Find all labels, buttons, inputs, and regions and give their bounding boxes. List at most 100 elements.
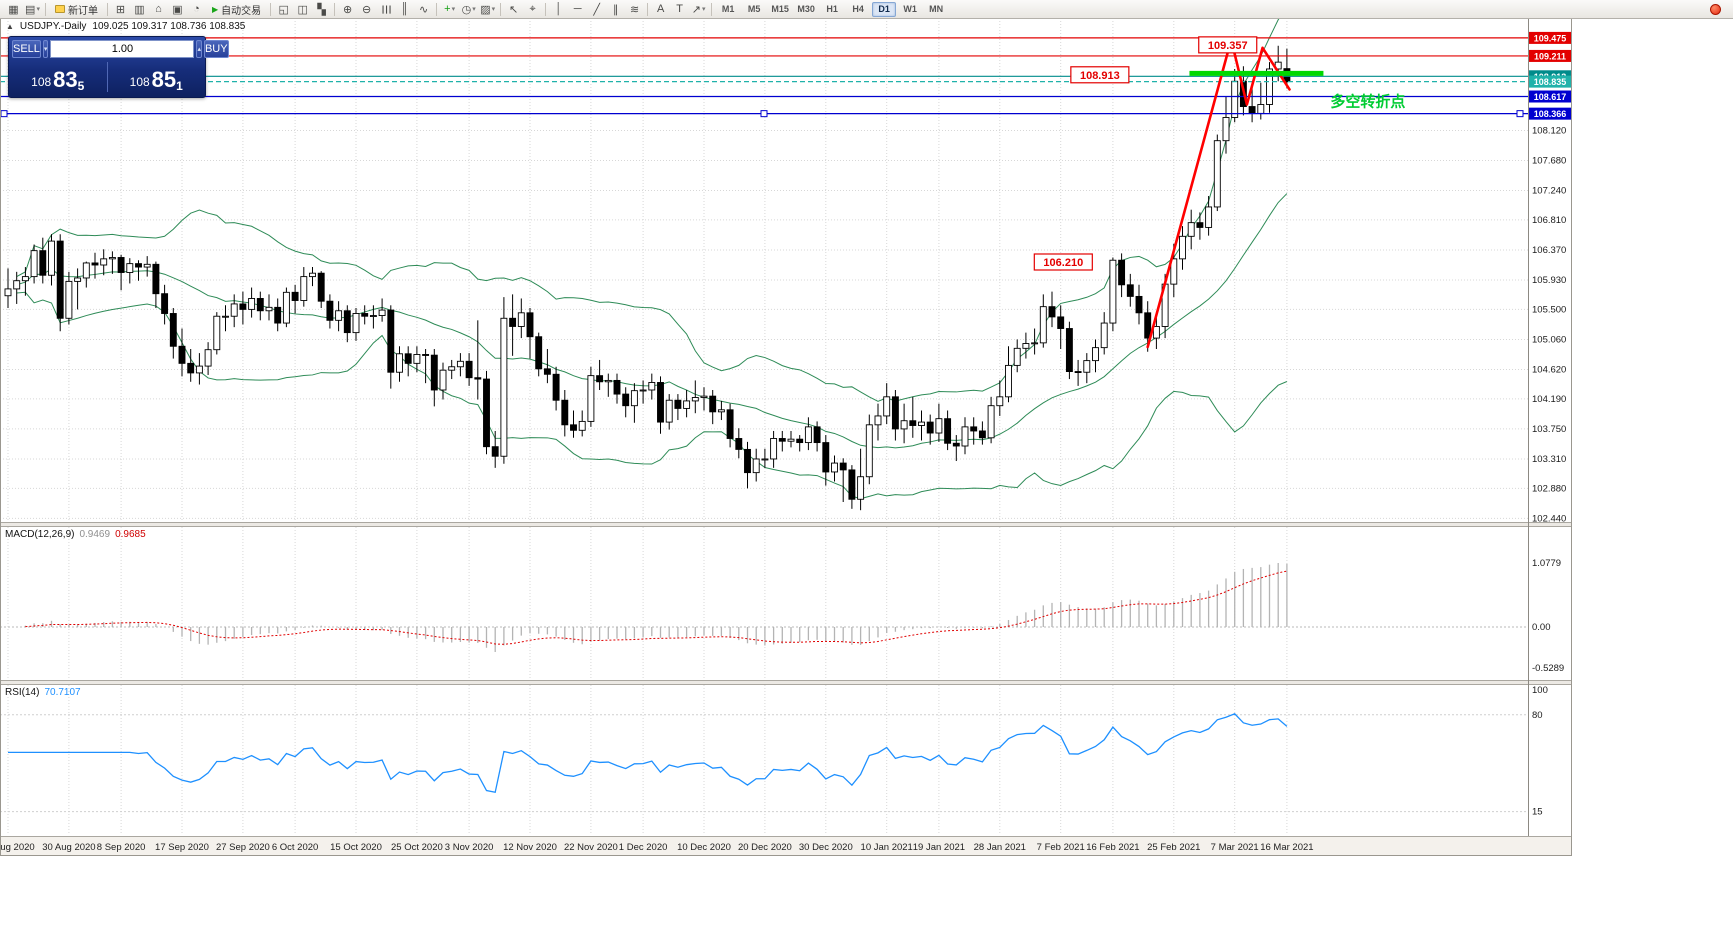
macd-name: MACD(12,26,9) — [5, 529, 75, 540]
date-tick: 10 Jan 2021 — [861, 842, 913, 853]
price-marker-108.835 — [1529, 75, 1571, 88]
fibonacci-icon[interactable]: ≋ — [630, 3, 640, 16]
hline-108.366[interactable]: 108.366 — [0, 107, 1571, 120]
bar-chart-icon[interactable]: ☰ — [379, 4, 392, 14]
indicators-icon[interactable]: + ▾ — [444, 3, 456, 15]
sell-price[interactable]: 108 83 5 — [9, 59, 107, 95]
templates-icon[interactable]: ▨ ▾ — [480, 3, 496, 16]
navigator-icon[interactable]: ⌂ — [155, 3, 162, 15]
cursor-icon[interactable]: ↖ — [509, 3, 519, 16]
rsi-axis-label: 100 — [1532, 685, 1548, 696]
channel-icon[interactable]: ∥ — [612, 3, 619, 16]
rsi-name: RSI(14) — [5, 687, 40, 698]
market-watch-icon[interactable]: ⊞ — [115, 3, 126, 16]
price-tick: 105.060 — [1532, 334, 1566, 345]
pane-splitter[interactable] — [0, 680, 1572, 686]
line-handle — [760, 110, 768, 118]
timeframe-d1[interactable]: D1 — [872, 1, 897, 17]
svg-text:109.475: 109.475 — [1534, 33, 1567, 43]
hline-108.913[interactable]: 108.913 — [0, 70, 1571, 83]
price-tick: 107.680 — [1532, 156, 1566, 167]
text-label-icon[interactable]: T — [676, 3, 684, 15]
cascade-windows-icon[interactable]: ◱ — [278, 3, 289, 16]
chart-label-108.913[interactable]: 108.913 — [1070, 66, 1130, 84]
hline-109.475[interactable]: 109.475 — [0, 31, 1571, 44]
candlestick-chart-icon[interactable]: ║ — [400, 3, 409, 15]
data-window-icon[interactable]: ▥ — [134, 3, 145, 16]
price-tick: 104.190 — [1532, 394, 1566, 405]
svg-text:108.617: 108.617 — [1534, 92, 1567, 102]
line-chart-icon[interactable]: ∿ — [419, 3, 429, 16]
toolbar-separator — [107, 2, 108, 16]
profiles-icon[interactable]: ▤ ▾ — [25, 3, 40, 16]
turning-point-note[interactable]: 多空转折点 — [1330, 92, 1405, 110]
date-tick: 8 Sep 2020 — [97, 842, 146, 853]
bollinger-middle — [16, 193, 1288, 449]
price-tick: 106.370 — [1532, 245, 1566, 256]
macd-indicator-label: MACD(12,26,9) 0.9469 0.9685 — [5, 529, 146, 540]
horizontal-line-icon[interactable]: ─ — [573, 3, 582, 15]
timeframe-m1[interactable]: M1 — [721, 4, 735, 14]
zoom-out-icon[interactable]: ⊖ — [362, 3, 372, 16]
autotrading-button-icon: ▶ — [212, 4, 219, 14]
date-tick: 17 Sep 2020 — [155, 842, 209, 853]
vertical-line-icon[interactable]: │ — [555, 3, 563, 15]
price-divider — [106, 62, 108, 92]
toolbar-separator — [545, 2, 547, 16]
buy-price[interactable]: 108 85 1 — [108, 59, 206, 95]
arrows-icon[interactable]: ↗ ▾ — [691, 3, 706, 16]
bid-line-108.835[interactable]: 108.835 — [0, 75, 1571, 88]
trend-zigzag[interactable] — [1146, 38, 1291, 349]
rsi-level-lines — [0, 714, 1528, 813]
arrange-windows-icon[interactable]: ▚ — [317, 3, 326, 16]
price-tick: 107.240 — [1532, 186, 1566, 197]
price-tick: 102.880 — [1532, 483, 1566, 494]
buy-price-pip: 1 — [176, 79, 183, 93]
pane-splitter[interactable] — [0, 522, 1572, 528]
main-toolbar: ▦ ▤ ▾ 新订单 ⊞ ▥ ⌂ ▣ ◔ ▶ 自动交易 ◱ ◫ ▚ ⊕ ⊖ ☰ ║ ∿ + ▾ ◷ ▾ ▨ ▾ ↖ ⌖ │ ─ ╱ ∥ ≋ A T ↗… — [0, 0, 1733, 19]
volume-input[interactable] — [50, 40, 195, 58]
bollinger-lower — [16, 291, 1288, 500]
tile-windows-icon[interactable]: ◫ — [297, 3, 308, 16]
timeframe-h1[interactable]: H1 — [826, 4, 838, 14]
notification-icon[interactable] — [1710, 3, 1721, 15]
macd-histogram — [24, 563, 1288, 653]
sell-button[interactable]: SELL — [12, 40, 41, 58]
volume-increase-button[interactable]: ▴ — [196, 40, 202, 58]
timeframe-mn[interactable]: MN — [929, 4, 944, 14]
timeframe-m15[interactable]: M15 — [771, 4, 789, 14]
timeframe-w1[interactable]: W1 — [903, 4, 917, 14]
new-order-button[interactable]: 新订单 — [49, 1, 104, 17]
one-click-toggle-icon[interactable]: ▲ — [6, 22, 14, 31]
hline-108.617[interactable]: 108.617 — [0, 90, 1571, 103]
buy-button[interactable]: BUY — [203, 40, 229, 58]
toolbar-separator — [270, 2, 272, 16]
new-chart-icon[interactable]: ▦ — [8, 3, 19, 16]
rsi-axis-label: 80 — [1532, 710, 1543, 721]
volume-decrease-button[interactable]: ▾ — [42, 40, 49, 58]
chart-label-109.357[interactable]: 109.357 — [1198, 36, 1258, 54]
timeframe-m30[interactable]: M30 — [797, 4, 815, 14]
sell-price-pip: 5 — [77, 79, 85, 93]
crosshair-icon[interactable]: ⌖ — [529, 2, 536, 15]
trendline-icon[interactable]: ╱ — [593, 3, 600, 16]
price-tick: 108.120 — [1532, 125, 1566, 136]
toolbar-separator — [500, 2, 502, 16]
hline-109.211[interactable]: 109.211 — [0, 49, 1571, 62]
date-tick: 16 Mar 2021 — [1260, 842, 1313, 853]
timeframe-m5[interactable]: M5 — [747, 4, 761, 14]
svg-text:106.210: 106.210 — [1043, 257, 1083, 269]
text-icon[interactable]: A — [656, 3, 665, 15]
autotrading-button[interactable]: ▶ 自动交易 — [212, 4, 262, 17]
date-tick: 15 Oct 2020 — [330, 842, 382, 853]
price-marker-109.211 — [1529, 49, 1571, 62]
terminal-icon[interactable]: ▣ — [172, 3, 183, 16]
timeframe-h4[interactable]: H4 — [852, 4, 864, 14]
price-marker-108.366 — [1529, 107, 1571, 120]
chart-label-106.210[interactable]: 106.210 — [1033, 253, 1093, 271]
periods-icon[interactable]: ◷ ▾ — [461, 3, 476, 16]
strategy-tester-icon[interactable]: ◔ — [193, 3, 200, 15]
zoom-in-icon[interactable]: ⊕ — [343, 3, 353, 16]
candles-layer — [4, 45, 1291, 511]
